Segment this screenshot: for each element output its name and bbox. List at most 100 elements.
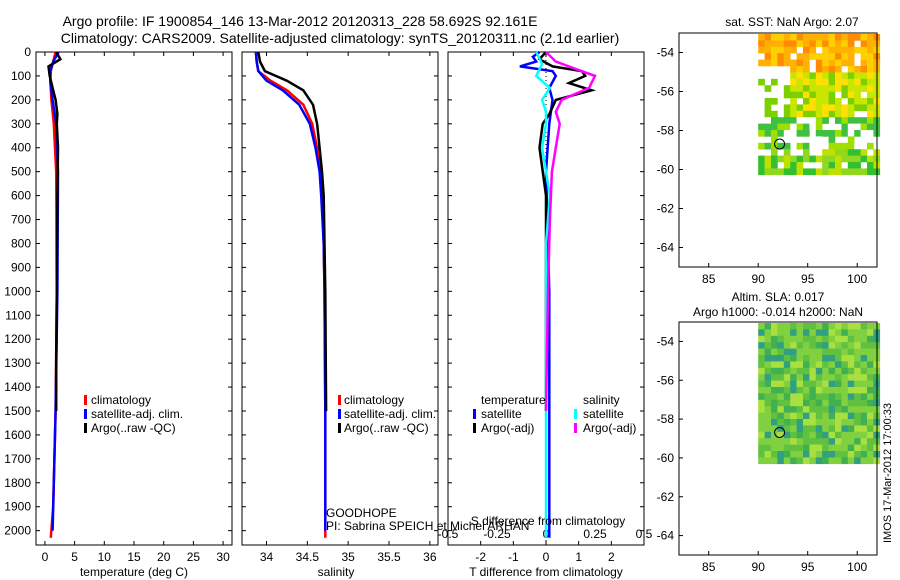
heatmap-cell	[764, 155, 772, 163]
heatmap-cell	[764, 104, 772, 112]
heatmap-cell	[783, 162, 791, 169]
heatmap-cell	[777, 412, 785, 420]
heatmap-cell	[803, 348, 810, 356]
map-xtick-label: 85	[702, 272, 716, 286]
heatmap-cell	[803, 117, 810, 124]
heatmap-cell	[777, 406, 785, 413]
heatmap-cell	[815, 136, 823, 144]
heatmap-cell	[822, 335, 829, 343]
heatmap-cell	[828, 361, 836, 369]
heatmap-cell	[790, 412, 797, 420]
series-line-salinity-argo-adj-	[544, 51, 597, 412]
heatmap-cell	[758, 78, 765, 86]
heatmap-cell	[803, 168, 810, 176]
heatmap-cell	[815, 348, 823, 356]
heatmap-cell	[771, 59, 778, 67]
heatmap-cell	[828, 374, 836, 381]
ytick-label: 1900	[4, 500, 31, 514]
heatmap-cell	[790, 431, 797, 439]
heatmap-cell	[796, 40, 804, 48]
heatmap-cell	[828, 66, 836, 73]
heatmap-cell	[854, 98, 861, 105]
heatmap-cell	[841, 168, 849, 176]
heatmap-cell	[771, 367, 778, 375]
heatmap-cell	[796, 361, 804, 369]
salinity-panel: 34 34.5 35 35.5 36 salinity climatology sate…	[241, 51, 529, 579]
heatmap-cell	[847, 78, 855, 86]
heatmap-cell	[783, 451, 791, 458]
map-xtick-label: 85	[702, 560, 716, 574]
heatmap-cell	[854, 399, 861, 407]
heatmap-cell	[835, 367, 842, 375]
heatmap-cell	[771, 98, 778, 105]
heatmap-cell	[771, 425, 778, 433]
heatmap-cell	[860, 361, 868, 369]
heatmap-cell	[815, 91, 823, 99]
salinity-legend: climatology satellite-adj. clim. Argo(..…	[338, 393, 436, 435]
heatmap-cell	[835, 78, 842, 86]
heatmap-cell	[809, 412, 817, 420]
heatmap-cell	[854, 78, 861, 86]
heatmap-cell	[828, 348, 836, 356]
heatmap-cell	[822, 323, 829, 330]
heatmap-cell	[790, 72, 797, 80]
heatmap-cell	[771, 431, 778, 439]
heatmap-cell	[847, 380, 855, 388]
heatmap-cell	[777, 123, 785, 131]
heatmap-cell	[815, 406, 823, 413]
heatmap-cell	[777, 387, 785, 394]
xtick-label: -1	[508, 550, 519, 564]
heatmap-cell	[867, 380, 874, 388]
legend-t-satellite: satellite	[481, 407, 522, 421]
heatmap-cell	[764, 85, 772, 92]
map-ytick-label: -62	[657, 490, 675, 504]
heatmap-cell	[860, 53, 868, 60]
heatmap-cell	[790, 91, 797, 99]
heatmap-cell	[771, 117, 778, 124]
heatmap-cell	[815, 355, 823, 362]
heatmap-cell	[764, 130, 772, 137]
heatmap-cell	[835, 168, 842, 176]
heatmap-cell	[790, 329, 797, 337]
heatmap-cell	[828, 342, 836, 349]
heatmap-cell	[835, 162, 842, 169]
heatmap-cell	[847, 451, 855, 458]
heatmap-cell	[790, 162, 797, 169]
map-xtick-label: 90	[752, 560, 766, 574]
heatmap-cell	[790, 393, 797, 401]
temperature-axes-frame	[35, 51, 233, 546]
heatmap-cell	[854, 46, 861, 54]
heatmap-cell	[847, 104, 855, 112]
heatmap-cell	[822, 329, 829, 337]
heatmap-cell	[841, 34, 849, 41]
heatmap-cell	[809, 329, 817, 337]
heatmap-cell	[867, 123, 874, 131]
heatmap-cell	[835, 451, 842, 458]
sst-map-frame	[678, 32, 878, 268]
heatmap-cell	[790, 323, 797, 330]
heatmap-cell	[790, 444, 797, 452]
heatmap-cell	[828, 451, 836, 458]
heatmap-cell	[867, 361, 874, 369]
heatmap-cell	[854, 355, 861, 362]
heatmap-cell	[796, 412, 804, 420]
heatmap-cell	[809, 342, 817, 349]
heatmap-cell	[860, 329, 868, 337]
heatmap-cell	[835, 361, 842, 369]
heatmap-cell	[815, 123, 823, 131]
difference-legend: temperature salinity satellite Argo(-adj…	[473, 393, 636, 435]
heatmap-cell	[809, 142, 817, 150]
heatmap-cell	[822, 162, 829, 169]
legend-swatch-t-satellite	[473, 409, 476, 419]
heatmap-cell	[783, 361, 791, 369]
heatmap-cell	[854, 117, 861, 124]
heatmap-cell	[809, 46, 817, 54]
heatmap-cell	[783, 168, 791, 176]
heatmap-cell	[841, 130, 849, 137]
heatmap-cell	[764, 431, 772, 439]
heatmap-cell	[796, 457, 804, 465]
heatmap-cell	[841, 431, 849, 439]
heatmap-cell	[790, 155, 797, 163]
heatmap-cell	[783, 123, 791, 131]
heatmap-cell	[796, 444, 804, 452]
